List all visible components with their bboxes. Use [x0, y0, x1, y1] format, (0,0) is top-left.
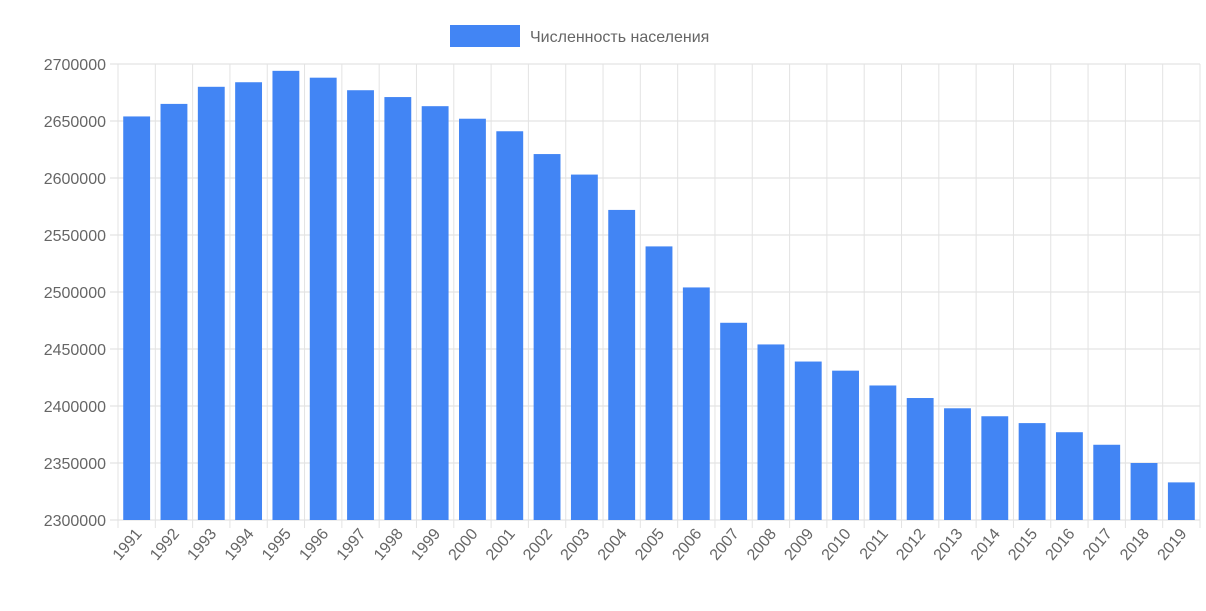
- y-tick-label: 2300000: [44, 513, 106, 530]
- x-tick-label: 1994: [222, 526, 258, 564]
- bar: [757, 344, 785, 520]
- x-tick-label: 1995: [259, 526, 295, 564]
- bar: [1167, 482, 1195, 520]
- bar: [869, 385, 897, 520]
- x-tick-label: 1999: [408, 526, 444, 564]
- bar: [1130, 463, 1158, 520]
- y-tick-label: 2450000: [44, 342, 106, 359]
- x-tick-label: 1993: [184, 526, 220, 564]
- bar: [272, 70, 300, 520]
- bar: [906, 398, 934, 520]
- y-tick-label: 2350000: [44, 456, 106, 473]
- x-tick-label: 2005: [632, 526, 668, 564]
- x-tick-label: 2012: [893, 526, 929, 564]
- legend-label[interactable]: Численность населения: [530, 29, 709, 46]
- y-tick-label: 2650000: [44, 114, 106, 131]
- y-tick-label: 2550000: [44, 228, 106, 245]
- bar: [832, 370, 859, 520]
- bar: [197, 86, 225, 521]
- bars: [123, 70, 1195, 521]
- bar: [459, 118, 486, 520]
- x-tick-label: 2011: [857, 526, 892, 563]
- bar: [496, 131, 524, 520]
- x-tick-label: 2014: [968, 526, 1004, 564]
- y-tick-label: 2500000: [44, 285, 106, 302]
- x-tick-label: 1992: [147, 526, 183, 564]
- y-tick-label: 2400000: [44, 399, 106, 416]
- bar: [235, 82, 263, 521]
- bar: [384, 97, 412, 520]
- x-tick-label: 2018: [1117, 526, 1153, 564]
- bar: [981, 416, 1009, 520]
- bar: [309, 77, 337, 521]
- y-tick-label: 2700000: [44, 57, 106, 74]
- bar: [1055, 432, 1083, 520]
- x-tick-label: 2001: [483, 526, 519, 564]
- y-tick-label: 2600000: [44, 171, 106, 188]
- x-tick-label: 2015: [1005, 526, 1041, 564]
- legend-swatch[interactable]: [450, 25, 520, 47]
- bar: [608, 209, 636, 521]
- bar: [1018, 423, 1046, 520]
- x-tick-label: 2003: [558, 526, 594, 564]
- bar: [160, 103, 188, 521]
- bar: [944, 408, 971, 520]
- x-tick-label: 2010: [819, 526, 855, 564]
- bar: [421, 106, 449, 521]
- legend[interactable]: Численность населения: [450, 25, 709, 47]
- x-tick-label: 2000: [446, 526, 482, 564]
- x-tick-label: 1998: [371, 526, 407, 564]
- x-tick-label: 1996: [296, 526, 332, 564]
- x-tick-label: 2009: [781, 526, 817, 564]
- bar: [123, 116, 151, 520]
- x-tick-label: 2019: [1155, 526, 1191, 564]
- x-tick-label: 2017: [1080, 526, 1116, 564]
- bar: [682, 287, 710, 520]
- bar: [720, 322, 748, 520]
- bar: [645, 246, 673, 520]
- bar: [1093, 444, 1121, 520]
- bar: [570, 174, 598, 520]
- x-tick-label: 2007: [707, 526, 743, 564]
- x-tick-label: 2016: [1043, 526, 1079, 564]
- x-tick-label: 2006: [669, 526, 705, 564]
- x-tick-label: 2002: [520, 526, 556, 564]
- x-tick-label: 2013: [931, 526, 967, 564]
- bar: [533, 154, 561, 520]
- bar: [347, 90, 374, 520]
- x-tick-label: 1997: [334, 526, 370, 564]
- x-tick-label: 2008: [744, 526, 780, 564]
- bar: [794, 361, 822, 520]
- x-tick-label: 2004: [595, 526, 631, 564]
- x-tick-label: 1991: [110, 526, 146, 564]
